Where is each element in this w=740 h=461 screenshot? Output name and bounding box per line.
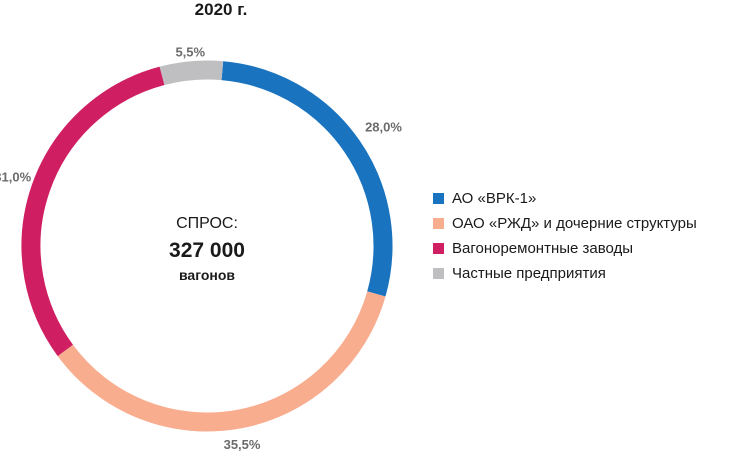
legend-label: Вагоноремонтные заводы — [452, 240, 633, 257]
legend-swatch — [433, 193, 444, 204]
donut-slice — [221, 61, 393, 297]
percent-label: 31,0% — [0, 170, 32, 185]
legend-label: ОАО «РЖД» и дочерние структуры — [452, 215, 697, 232]
percent-labels: 28,0% 35,5% 31,0% 5,5% — [0, 45, 402, 452]
donut-segments — [21, 60, 393, 432]
legend: АО «ВРК-1» ОАО «РЖД» и дочерние структуры… — [433, 190, 697, 282]
donut-slice — [159, 60, 224, 86]
legend-swatch — [433, 243, 444, 254]
legend-label: Частные предприятия — [452, 265, 606, 282]
legend-label: АО «ВРК-1» — [452, 190, 536, 207]
legend-swatch — [433, 218, 444, 229]
percent-label: 28,0% — [365, 120, 402, 135]
center-unit: вагонов — [179, 267, 235, 283]
donut-slice — [57, 291, 386, 432]
donut-slice — [21, 66, 165, 357]
chart-title: 2020 г. — [195, 0, 248, 19]
center-label: СПРОС: — [176, 215, 238, 232]
legend-swatch — [433, 268, 444, 279]
percent-label: 5,5% — [175, 45, 205, 60]
center-value: 327 000 — [169, 239, 245, 262]
percent-label: 35,5% — [224, 437, 261, 452]
